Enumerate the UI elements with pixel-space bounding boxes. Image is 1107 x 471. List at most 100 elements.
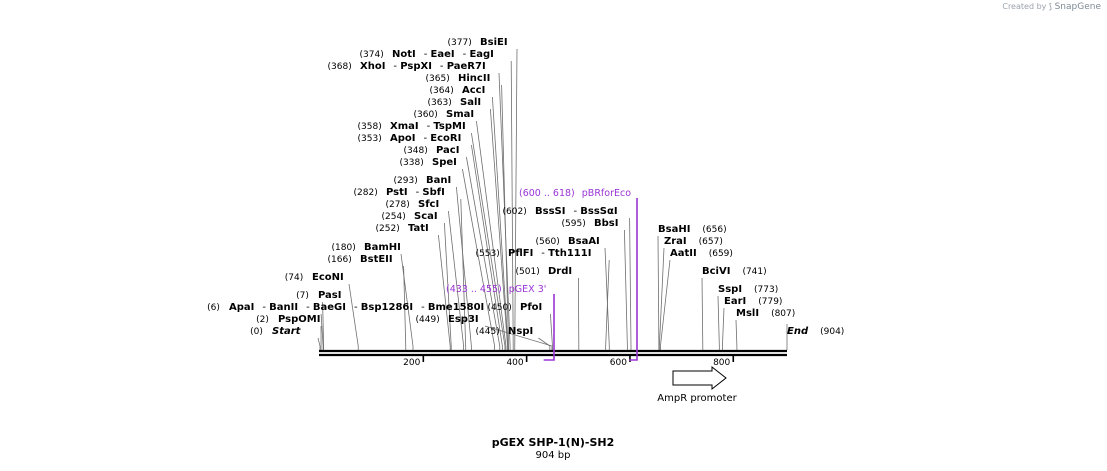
site-label-group: (360) SmaI [414, 109, 475, 120]
site-label-group: (595) BbsI [562, 218, 619, 229]
site-connector [722, 307, 725, 350]
site-position: (377) [448, 38, 472, 48]
snapgene-brand: SnapGene [1054, 2, 1101, 12]
plasmid-name: pGEX SHP-1(N)-SH2 [491, 436, 615, 449]
enzyme-name: End [787, 326, 809, 337]
site-position: (445) [476, 327, 500, 337]
site-label-group: (293) BanI [394, 175, 452, 186]
site-separator: - [424, 49, 431, 60]
site-position: (374) [360, 50, 384, 60]
site-position: (595) [562, 219, 586, 229]
site-label-group: (358) XmaI - TspMI [358, 121, 466, 132]
enzyme-name: NotI [392, 49, 416, 60]
site-separator: - [463, 49, 470, 60]
site-position: (365) [426, 74, 450, 84]
plasmid-title-block: pGEX SHP-1(N)-SH2 904 bp [453, 436, 653, 461]
site-position: (779) [758, 297, 782, 307]
site-label-group: End (904) [787, 326, 844, 337]
site-label-group: (368) XhoI - PspXI - PaeR7I [328, 61, 486, 72]
enzyme-name: BamHI [364, 242, 401, 253]
enzyme-name: Tth111I [548, 248, 591, 259]
enzyme-name: XhoI [360, 61, 385, 72]
primer-range: (433 .. 455) [446, 284, 502, 295]
enzyme-name: EagI [469, 49, 493, 60]
enzyme-name: PaeR7I [447, 61, 486, 72]
site-label-group: (501) DrdI [516, 266, 573, 277]
enzyme-name: PspXI [400, 61, 432, 72]
site-connector [400, 253, 414, 350]
enzyme-name: Esp3I [448, 314, 479, 325]
watermark: Created by ⟆ SnapGene [1002, 2, 1101, 12]
site-position: (450) [488, 303, 512, 313]
site-position: (282) [354, 188, 378, 198]
feature-arrow [672, 365, 727, 391]
enzyme-name: TspMI [433, 121, 465, 132]
site-label-group: (364) AccI [430, 85, 486, 96]
enzyme-name: PfoI [520, 302, 542, 313]
primer-label: (433 .. 455) pGEX 3' [446, 284, 546, 295]
enzyme-name: SspI [718, 284, 742, 295]
site-label-group: MslI (807) [736, 308, 795, 319]
site-separator: - [416, 187, 423, 198]
site-connector [717, 295, 720, 350]
site-position: (368) [328, 62, 352, 72]
site-position: (449) [416, 315, 440, 325]
site-position: (254) [382, 212, 406, 222]
enzyme-name: AatII [670, 248, 697, 259]
site-label-group: (560) BsaAI [536, 236, 600, 247]
site-position: (2) [256, 315, 269, 325]
enzyme-name: BciVI [702, 266, 730, 277]
enzyme-name: EcoRI [430, 133, 461, 144]
enzyme-name: Bme1580I [428, 302, 484, 313]
site-label-group: (553) PflFI - Tth111I [476, 248, 592, 259]
enzyme-name: BstEII [360, 254, 393, 265]
site-label-group: (7) PasI [296, 290, 341, 301]
site-connector [471, 132, 506, 350]
site-connector [471, 144, 503, 350]
enzyme-name: SfcI [418, 199, 439, 210]
site-label-group: (449) Esp3I [416, 314, 479, 325]
site-position: (807) [771, 309, 795, 319]
site-separator: - [262, 302, 269, 313]
enzyme-name: PflFI [508, 248, 533, 259]
site-position: (358) [358, 122, 382, 132]
primer-range: (600 .. 618) [519, 188, 575, 199]
site-label-group: (74) EcoNI [285, 272, 344, 283]
site-connector [317, 337, 321, 350]
site-label-group: (365) HincII [426, 73, 491, 84]
site-connector [701, 277, 704, 350]
site-position: (659) [709, 249, 733, 259]
site-connector [492, 96, 509, 350]
site-connector [438, 234, 451, 350]
site-connector [659, 247, 665, 350]
site-label-group: (348) PacI [404, 145, 460, 156]
site-connector [322, 301, 325, 350]
site-position: (7) [296, 291, 309, 301]
site-label-group: (278) SfcI [386, 199, 440, 210]
enzyme-name: ZraI [664, 236, 687, 247]
snapgene-logo-icon: ⟆ [1048, 2, 1053, 11]
enzyme-name: ScaI [414, 211, 438, 222]
site-connector [510, 60, 514, 350]
site-connector [320, 313, 324, 350]
enzyme-name: PacI [436, 145, 459, 156]
site-connector [490, 108, 508, 350]
enzyme-name: BsaAI [568, 236, 600, 247]
site-connector [448, 210, 465, 350]
site-position: (278) [386, 200, 410, 210]
enzyme-name: EarI [724, 296, 746, 307]
site-connector [605, 259, 610, 350]
site-label-group: ZraI (657) [664, 236, 723, 247]
site-position: (741) [742, 267, 766, 277]
site-connector [403, 265, 407, 350]
enzyme-name: BssSαI [580, 206, 617, 217]
site-separator: - [424, 133, 431, 144]
site-lines [317, 48, 788, 350]
enzyme-name: BsiEI [480, 37, 508, 48]
enzyme-name: BaeGI [313, 302, 346, 313]
site-connector [660, 259, 671, 350]
site-position: (560) [536, 237, 560, 247]
enzyme-name: TatI [408, 223, 429, 234]
site-separator: - [393, 61, 400, 72]
site-separator: - [421, 302, 428, 313]
